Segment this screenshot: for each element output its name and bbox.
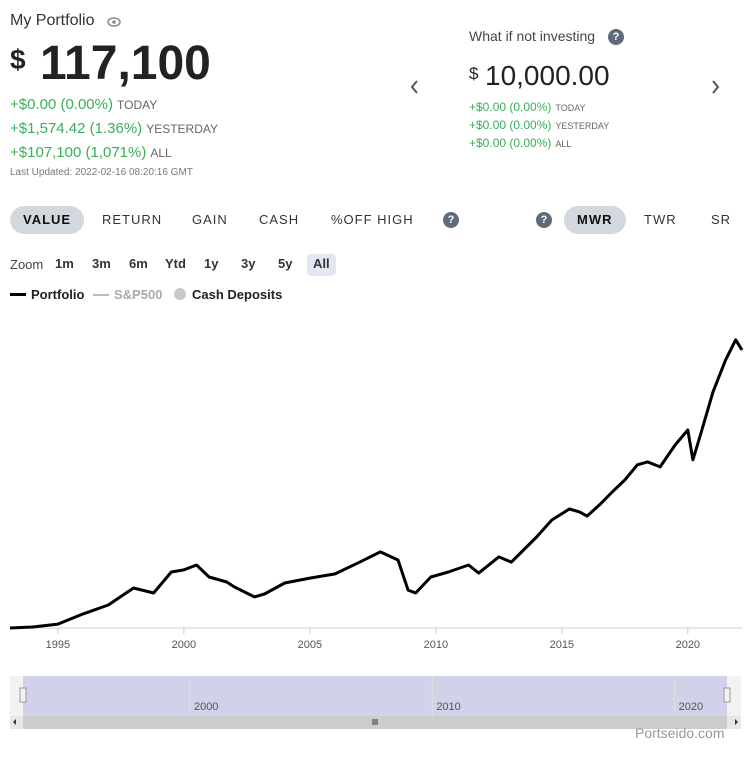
- method-tab[interactable]: MWR: [564, 206, 626, 234]
- change-row: +$0.00 (0.00%) TODAY: [10, 96, 157, 113]
- eye-icon[interactable]: [107, 17, 121, 27]
- legend-label: Portfolio: [31, 287, 85, 302]
- method-tab[interactable]: SR: [711, 212, 732, 227]
- change-amount: +$0.00 (0.00%): [469, 100, 552, 114]
- navigator-tick-label: 2010: [436, 701, 460, 713]
- last-updated: Last Updated: 2022-02-16 08:20:16 GMT: [10, 167, 193, 178]
- tab[interactable]: %OFF HIGH: [331, 212, 414, 227]
- zoom-option[interactable]: 3m: [92, 256, 111, 271]
- portfolio-title: My Portfolio: [10, 12, 95, 29]
- change-amount: +$1,574.42 (1.36%): [10, 120, 143, 137]
- change-row: +$0.00 (0.00%) ALL: [469, 136, 571, 150]
- change-period: ALL: [150, 146, 172, 160]
- change-row: +$0.00 (0.00%) YESTERDAY: [469, 118, 609, 132]
- scroll-grip: [372, 719, 378, 725]
- portfolio-value: 117,100: [40, 37, 211, 90]
- watermark: Portseido.com: [635, 725, 725, 741]
- navigator-handle[interactable]: [723, 687, 731, 703]
- x-tick-label: 2020: [676, 639, 700, 651]
- zoom-label: Zoom: [10, 257, 44, 272]
- change-period: ALL: [555, 139, 572, 149]
- legend-swatch: [10, 293, 26, 296]
- x-tick-label: 2000: [172, 639, 196, 651]
- x-tick-label: 2005: [298, 639, 322, 651]
- change-row: +$1,574.42 (1.36%) YESTERDAY: [10, 120, 218, 137]
- change-period: YESTERDAY: [555, 121, 610, 131]
- legend-label: Cash Deposits: [192, 287, 283, 302]
- currency: $: [10, 44, 26, 75]
- zoom-option[interactable]: 5y: [278, 256, 293, 271]
- scroll-left[interactable]: [13, 719, 16, 725]
- portfolio-line: [9, 338, 744, 630]
- change-period: YESTERDAY: [146, 122, 218, 136]
- navigator-tick-label: 2000: [194, 701, 218, 713]
- zoom-option[interactable]: 3y: [241, 256, 256, 271]
- x-tick-label: 2015: [550, 639, 574, 651]
- tab[interactable]: VALUE: [10, 206, 85, 234]
- change-row: +$0.00 (0.00%) TODAY: [469, 100, 586, 114]
- legend-item[interactable]: Cash Deposits: [174, 287, 282, 302]
- legend-swatch: [93, 294, 109, 296]
- zoom-option[interactable]: Ytd: [165, 256, 186, 271]
- zoom-option[interactable]: 1m: [55, 256, 74, 271]
- x-tick-label: 1995: [46, 639, 70, 651]
- change-amount: +$0.00 (0.00%): [10, 96, 113, 113]
- change-period: TODAY: [555, 103, 586, 113]
- navigator-tick-label: 2020: [679, 701, 703, 713]
- change-period: TODAY: [117, 98, 158, 112]
- legend-item[interactable]: S&P500: [93, 287, 162, 302]
- zoom-option[interactable]: 1y: [204, 256, 219, 271]
- zoom-option[interactable]: 6m: [129, 256, 148, 271]
- change-row: +$107,100 (1,071%) ALL: [10, 144, 172, 161]
- change-amount: +$107,100 (1,071%): [10, 144, 147, 161]
- legend-label: S&P500: [114, 287, 163, 302]
- zoom-option[interactable]: All: [307, 254, 336, 276]
- compare-title: What if not investing: [469, 28, 596, 44]
- legend-swatch: [174, 288, 186, 300]
- change-amount: +$0.00 (0.00%): [469, 136, 552, 150]
- scroll-right[interactable]: [735, 719, 738, 725]
- x-tick-label: 2010: [424, 639, 448, 651]
- navigator-window[interactable]: [23, 676, 727, 716]
- compare-currency: $: [469, 64, 479, 83]
- prev-arrow[interactable]: [410, 80, 418, 94]
- change-amount: +$0.00 (0.00%): [469, 118, 552, 132]
- method-tab[interactable]: TWR: [644, 212, 677, 227]
- navigator-handle[interactable]: [19, 687, 27, 703]
- help-icon[interactable]: ?: [443, 212, 459, 228]
- tab[interactable]: RETURN: [102, 212, 163, 227]
- tab[interactable]: GAIN: [192, 212, 228, 227]
- compare-value: 10,000.00: [485, 60, 610, 91]
- help-icon[interactable]: ?: [536, 212, 552, 228]
- help-icon[interactable]: ?: [608, 29, 624, 45]
- tab[interactable]: CASH: [259, 212, 300, 227]
- next-arrow[interactable]: [712, 80, 720, 94]
- legend-item[interactable]: Portfolio: [10, 287, 84, 302]
